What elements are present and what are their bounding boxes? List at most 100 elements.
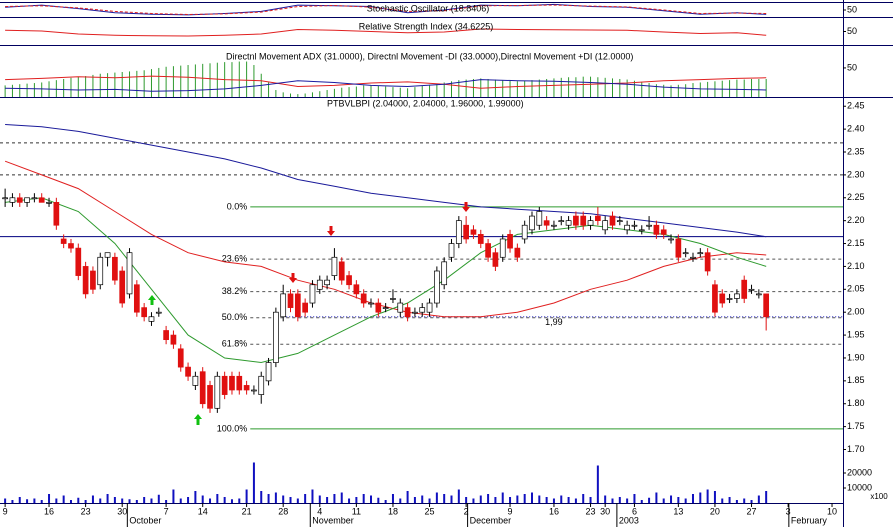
- candle-body: [214, 375, 221, 409]
- volume-bar: [289, 497, 292, 503]
- candle-body: [624, 224, 630, 231]
- candle-body: [660, 229, 667, 235]
- candle-body: [338, 261, 345, 281]
- y-tick-label: 2.10: [847, 261, 865, 271]
- volume-bar: [501, 492, 504, 503]
- dmi-title: Directnl Movement ADX (31.0000), Directn…: [226, 51, 633, 61]
- candle-body: [529, 215, 535, 231]
- fib-label: 38.2%: [222, 286, 248, 296]
- x-tick-label: 27: [747, 506, 757, 516]
- volume-bar: [648, 497, 651, 503]
- volume-bar: [69, 500, 72, 503]
- candle-body: [521, 224, 528, 240]
- volume-bar: [670, 495, 673, 503]
- volume-bar: [377, 497, 380, 503]
- volume-bar: [655, 492, 658, 503]
- volume-bar: [355, 497, 358, 503]
- indicator-line: [5, 28, 767, 37]
- candle-body: [46, 202, 52, 204]
- volume-bar: [443, 494, 446, 503]
- y-tick-label: 20000: [847, 467, 872, 477]
- candle-body: [302, 302, 308, 313]
- candle-body: [2, 197, 8, 200]
- y-tick-label: 10000: [847, 482, 872, 492]
- x-tick-label: 7: [164, 506, 169, 516]
- candle-body: [551, 224, 557, 227]
- candle-body: [419, 307, 426, 313]
- candle-body: [602, 220, 609, 231]
- volume-bar: [348, 498, 351, 503]
- candle-body: [324, 279, 330, 286]
- x-tick-label: 23: [81, 506, 91, 516]
- candle-body: [536, 211, 543, 226]
- volume-bar: [18, 497, 21, 503]
- volume-bar: [296, 498, 299, 503]
- candle-body: [258, 375, 265, 395]
- volume-bar: [713, 491, 716, 503]
- volume-bar: [384, 500, 387, 503]
- x-tick-label: 3: [786, 506, 791, 516]
- volume-bar: [245, 489, 248, 503]
- volume-bar: [333, 494, 336, 503]
- candle-body: [580, 215, 587, 226]
- volume-bar: [662, 498, 665, 503]
- volume-bar: [596, 465, 599, 503]
- candle-body: [697, 252, 704, 255]
- candle-body: [207, 385, 213, 409]
- candle-body: [492, 252, 499, 267]
- candle-body: [148, 316, 155, 322]
- volume-bar: [340, 492, 343, 503]
- candle-body: [616, 220, 623, 223]
- volume-unit: x100: [870, 492, 888, 501]
- volume-bar: [457, 489, 460, 503]
- volume-bar: [304, 494, 307, 503]
- candle-body: [75, 247, 82, 276]
- sell-arrow: [289, 273, 297, 283]
- x-tick-label: 20: [710, 506, 720, 516]
- volume-bar: [691, 494, 694, 503]
- candle-body: [543, 220, 550, 226]
- x-tick-label: 9: [508, 506, 513, 516]
- sell-arrow: [327, 226, 335, 236]
- volume-bar: [421, 495, 424, 503]
- volume-bar: [721, 498, 724, 503]
- candle-body: [748, 288, 755, 291]
- volume-bar: [560, 495, 563, 503]
- volume-bar: [318, 495, 321, 503]
- candle-body: [133, 284, 140, 313]
- volume-bar: [165, 500, 168, 503]
- y-tick-label: 50: [847, 62, 857, 72]
- candle-body: [53, 202, 60, 226]
- candle-body: [631, 224, 638, 227]
- y-tick-label: 2.30: [847, 169, 865, 179]
- fib-label: 50.0%: [222, 312, 248, 322]
- volume-bar: [406, 491, 409, 503]
- candle-body: [412, 311, 418, 314]
- x-tick-label: 16: [549, 506, 559, 516]
- candle-body: [587, 220, 594, 226]
- moving-average: [5, 124, 767, 238]
- volume-bar: [640, 500, 643, 503]
- candle-body: [31, 197, 38, 200]
- candle-body: [229, 375, 235, 391]
- month-label: December: [470, 515, 512, 525]
- y-tick-label: 2.35: [847, 146, 865, 156]
- volume-bar: [194, 491, 197, 503]
- x-tick-label: 25: [425, 506, 435, 516]
- signal-arrows: [148, 202, 470, 425]
- x-tick-label: 6: [632, 506, 637, 516]
- candle-body: [448, 243, 455, 258]
- volume-bar: [699, 492, 702, 503]
- indicator-line: [5, 4, 767, 16]
- y-tick-label: 2.45: [847, 101, 865, 111]
- volume-bar: [106, 494, 109, 503]
- volume-bar: [633, 494, 636, 503]
- volume-bar: [157, 494, 160, 503]
- x-tick-label: 23: [586, 506, 596, 516]
- volume-bar: [618, 497, 621, 503]
- volume-bar: [552, 498, 555, 503]
- volume-bar: [479, 495, 482, 503]
- volume-bar: [538, 495, 541, 503]
- candle-body: [682, 252, 689, 255]
